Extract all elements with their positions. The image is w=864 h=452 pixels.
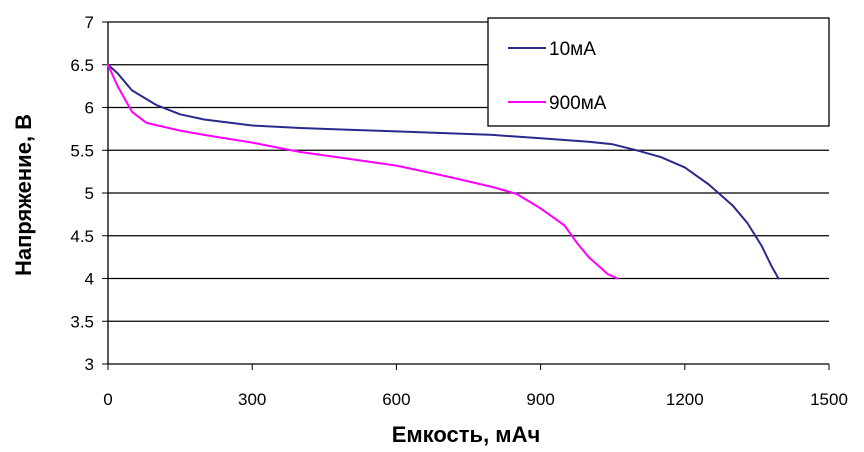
series-lines: [107, 63, 780, 280]
y-tick-label: 4: [85, 270, 94, 289]
legend: 10мА 900мА: [487, 17, 830, 127]
x-tick-label: 0: [103, 390, 112, 409]
series-line-0: [107, 63, 780, 280]
axes: [102, 21, 830, 370]
y-axis-title: Напряжение, В: [11, 114, 36, 276]
y-tick-labels: 3 3.5 4 4.5 5 5.5 6 6.5 7: [70, 13, 94, 374]
y-tick-label: 7: [85, 13, 94, 32]
legend-box: [487, 17, 830, 127]
legend-label-10ma: 10мА: [549, 39, 596, 60]
legend-label-900ma: 900мА: [549, 93, 607, 114]
y-tick-label: 6.5: [70, 56, 94, 75]
x-axis-title: Емкость, мАч: [392, 422, 541, 447]
y-tick-label: 5: [85, 184, 94, 203]
x-tick-label: 1500: [810, 390, 848, 409]
y-tick-label: 3: [85, 355, 94, 374]
grid-lines: [108, 21, 829, 322]
x-tick-label: 600: [382, 390, 410, 409]
x-tick-label: 300: [238, 390, 266, 409]
y-tick-label: 6: [85, 99, 94, 118]
x-tick-label: 900: [526, 390, 554, 409]
series-line-1: [107, 63, 619, 280]
x-tick-labels: 0 300 600 900 1200 1500: [103, 390, 848, 409]
y-tick-label: 4.5: [70, 227, 94, 246]
x-tick-label: 1200: [666, 390, 704, 409]
y-tick-label: 5.5: [70, 141, 94, 160]
y-tick-label: 3.5: [70, 312, 94, 331]
